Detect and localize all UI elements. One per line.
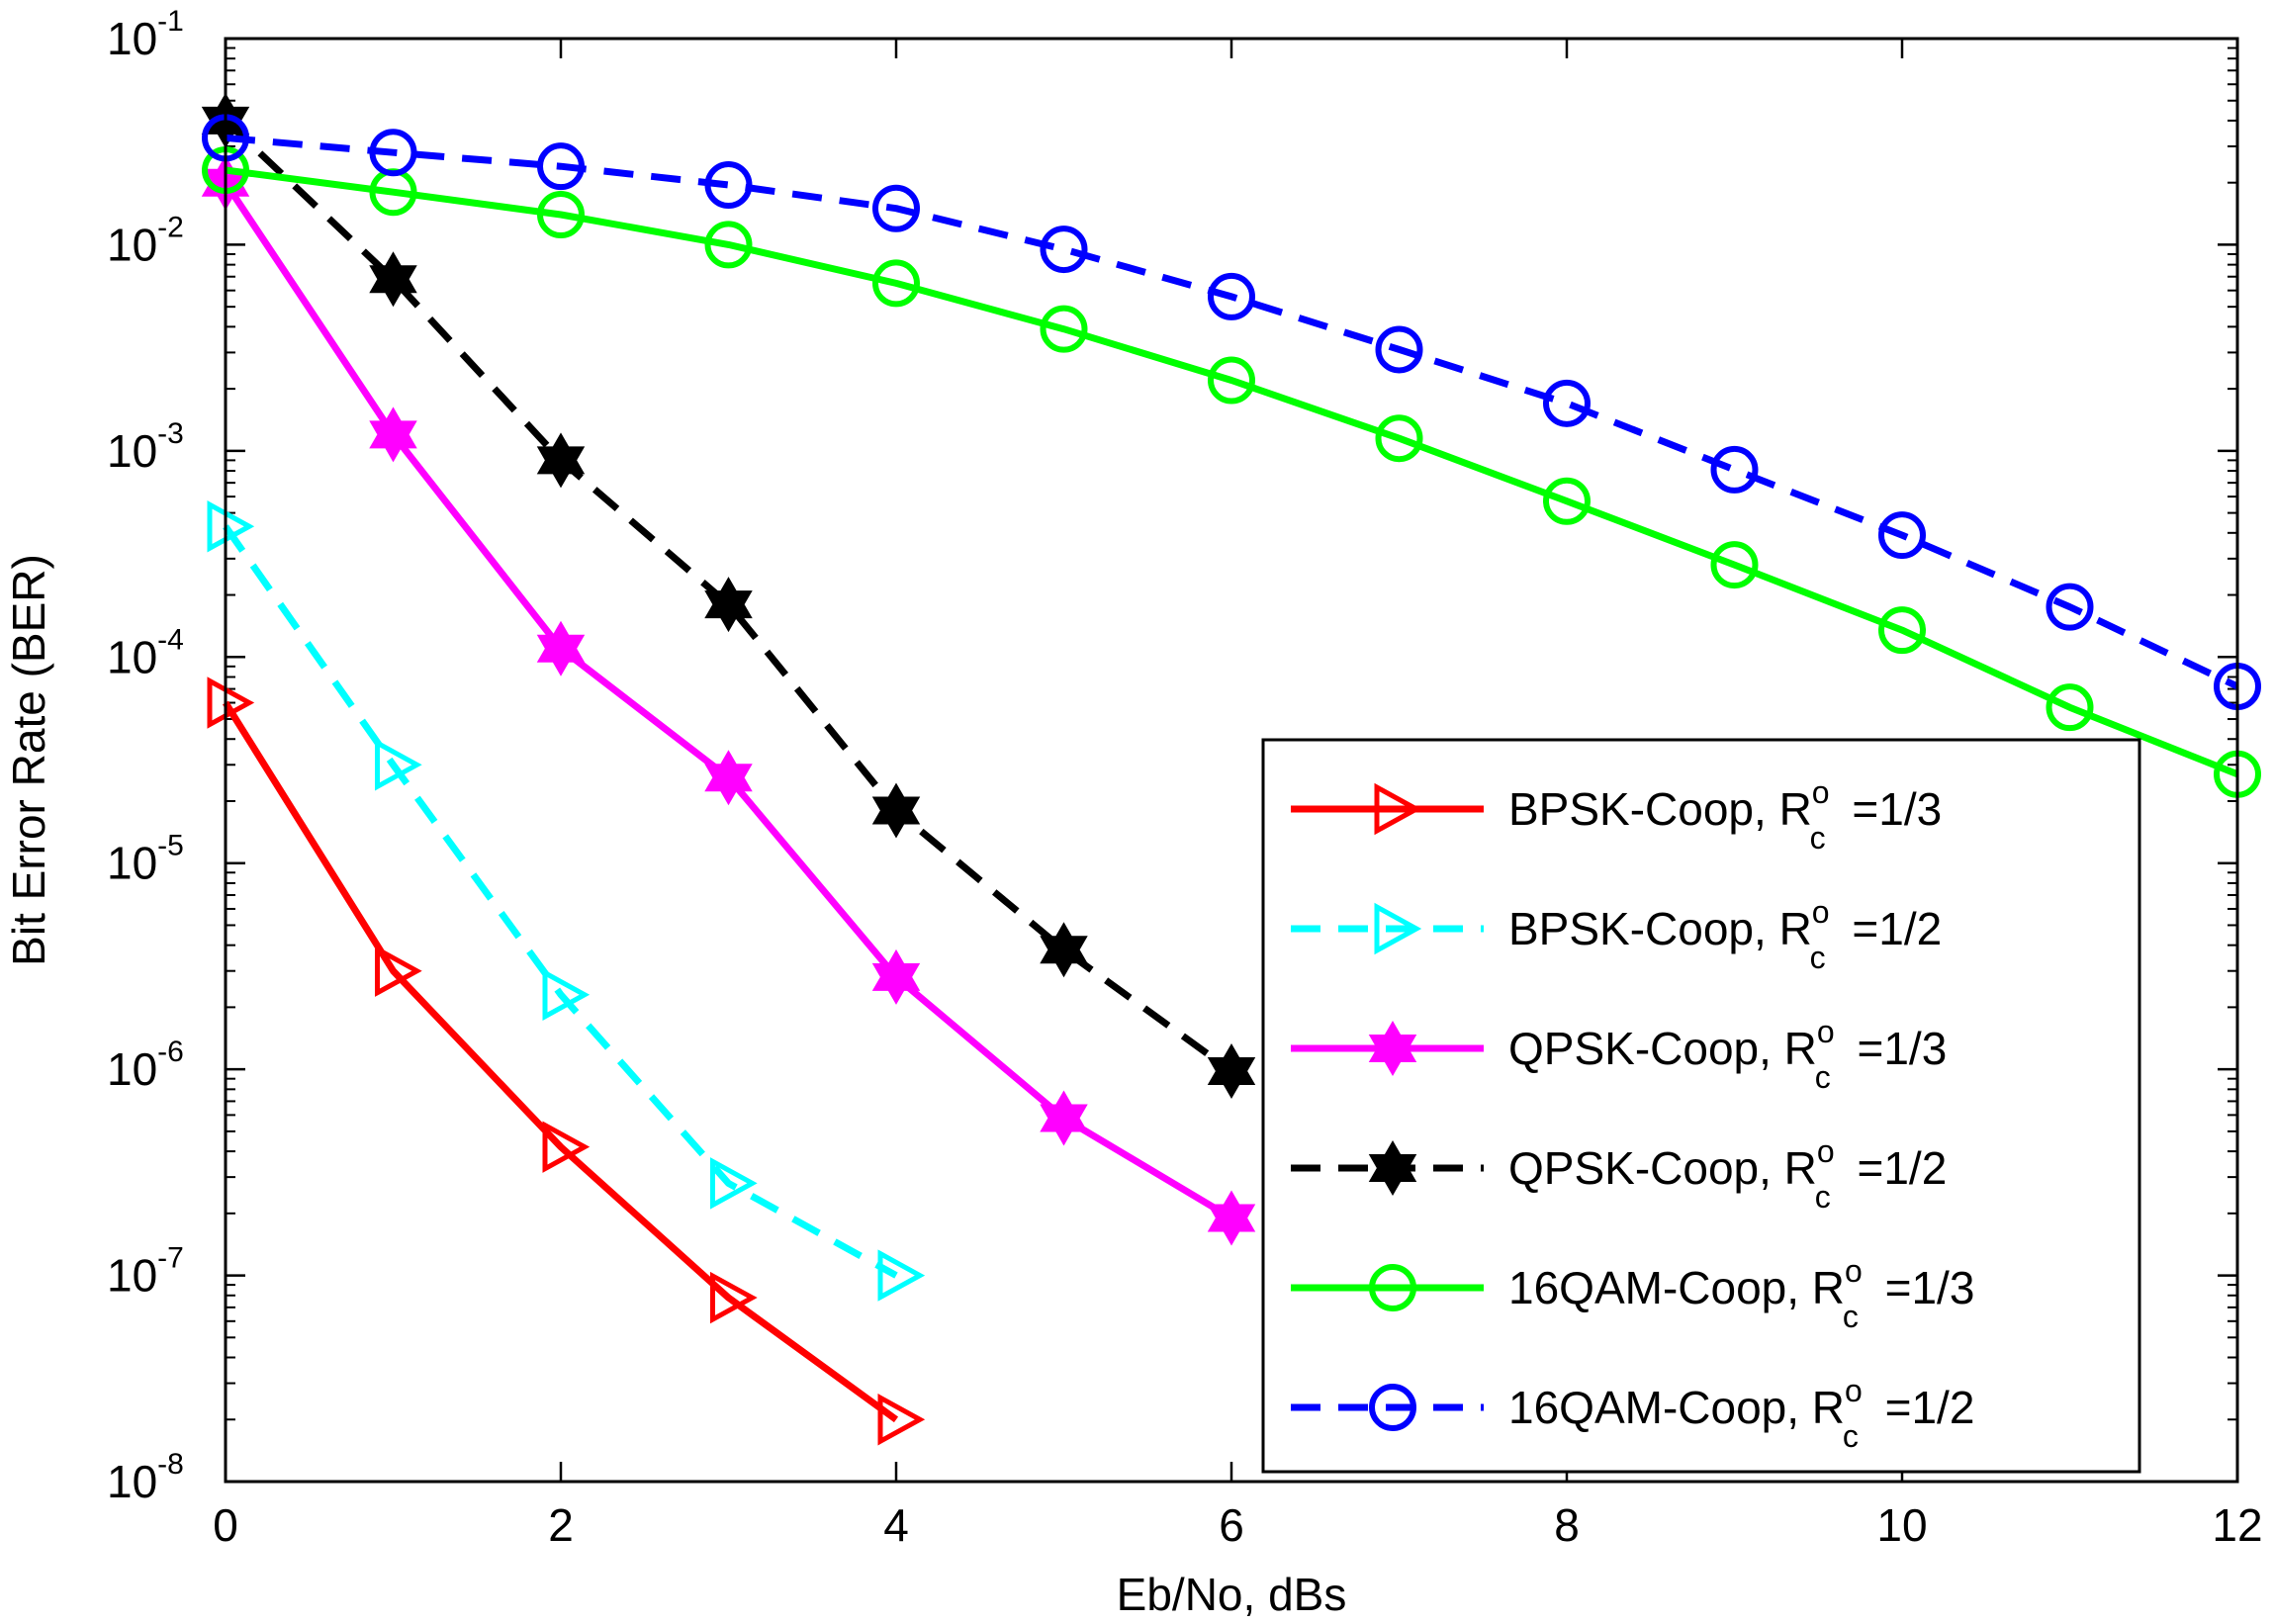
series-line	[225, 134, 2239, 690]
data-point-marker	[1368, 1020, 1417, 1077]
legend-label: QPSK-Coop, Ro c =1/3	[1508, 1014, 1947, 1095]
data-point-marker	[704, 750, 753, 806]
data-point-marker	[2046, 583, 2094, 631]
legend-entry: BPSK-Coop, Ro c =1/2	[1291, 894, 1942, 975]
data-point-marker	[1374, 782, 1422, 836]
data-point-marker	[375, 739, 422, 791]
legend-entry: BPSK-Coop, Ro c =1/3	[1291, 774, 1942, 856]
y-tick-label: 10-6	[107, 1036, 184, 1095]
data-point-marker	[1878, 606, 1926, 655]
data-point-marker	[877, 1394, 926, 1446]
series-line	[223, 524, 898, 1279]
series-bpsk-coop-1-2	[207, 500, 926, 1302]
x-tick-label: 2	[548, 1499, 574, 1551]
data-point-marker	[536, 432, 586, 489]
data-point-marker	[704, 221, 753, 269]
data-point-marker	[1369, 1264, 1416, 1311]
series-16qam-coop-1-2	[202, 114, 2261, 711]
data-point-marker	[1040, 1090, 1088, 1146]
y-tick-label: 10-5	[107, 830, 184, 889]
legend-label: QPSK-Coop, Ro c =1/2	[1508, 1133, 1947, 1215]
data-point-marker	[369, 406, 417, 463]
y-tick-label: 10-2	[107, 211, 184, 270]
legend-entry: 16QAM-Coop, Ro c =1/3	[1291, 1253, 1974, 1334]
series-line	[223, 700, 899, 1423]
data-point-marker	[1208, 272, 1255, 320]
y-tick-label: 10-1	[107, 5, 184, 64]
legend-label: 16QAM-Coop, Ro c =1/3	[1508, 1253, 1974, 1334]
series-qpsk-coop-1-3	[201, 154, 1256, 1246]
data-point-marker	[1374, 902, 1422, 955]
data-point-marker	[1878, 511, 1926, 560]
data-point-marker	[710, 1271, 758, 1324]
x-tick-label: 4	[883, 1499, 909, 1551]
data-point-marker	[537, 142, 585, 191]
y-tick-label: 10-8	[107, 1448, 184, 1507]
data-point-marker	[369, 251, 417, 308]
legend-entry: QPSK-Coop, Ro c =1/3	[1291, 1014, 1947, 1095]
data-point-marker	[1543, 379, 1591, 427]
series-bpsk-coop-1-3	[207, 677, 926, 1446]
data-point-marker	[704, 577, 753, 633]
data-point-marker	[537, 190, 585, 238]
data-point-marker	[2046, 683, 2094, 732]
data-point-marker	[710, 1157, 758, 1210]
data-point-marker	[877, 1249, 926, 1302]
data-point-marker	[1040, 922, 1088, 978]
legend-box	[1261, 738, 2141, 1474]
x-tick-label: 10	[1876, 1499, 1927, 1551]
data-point-marker	[207, 500, 255, 553]
plot-frame	[224, 37, 2239, 1484]
x-tick-label: 0	[213, 1499, 238, 1551]
legend-label: 16QAM-Coop, Ro c =1/2	[1508, 1373, 1974, 1454]
data-point-marker	[1368, 1139, 1417, 1197]
y-tick-label: 10-7	[107, 1242, 184, 1302]
data-point-marker	[542, 1121, 591, 1173]
data-point-marker	[872, 184, 920, 232]
data-point-marker	[871, 782, 921, 839]
legend-label: BPSK-Coop, Ro c =1/2	[1508, 894, 1942, 975]
legend: BPSK-Coop, Ro c =1/3 BPSK-Coop, Ro c =1/2 QP…	[1261, 738, 2141, 1474]
data-point-marker	[536, 620, 586, 677]
data-point-marker	[1375, 325, 1423, 374]
data-point-marker	[704, 160, 753, 209]
data-point-marker	[1040, 226, 1088, 274]
y-axis-title: Bit Error Rate (BER)	[3, 554, 54, 966]
data-point-marker	[1375, 414, 1423, 463]
x-tick-label: 8	[1554, 1499, 1580, 1551]
y-tick-label: 10-3	[107, 417, 184, 477]
data-point-marker	[375, 945, 422, 997]
data-point-marker	[871, 948, 921, 1005]
data-point-marker	[1710, 541, 1759, 589]
data-point-marker	[1543, 477, 1591, 525]
data-point-marker	[1710, 445, 1759, 494]
data-point-marker	[1369, 1384, 1416, 1431]
data-point-marker	[1207, 1042, 1256, 1100]
series-line	[225, 166, 2239, 778]
data-point-marker	[1208, 356, 1255, 405]
data-point-marker	[1040, 305, 1088, 353]
data-point-marker	[542, 968, 591, 1021]
x-tick-label: 6	[1219, 1499, 1244, 1551]
y-tick-label: 10-4	[107, 623, 184, 682]
axis-tick-labels: 0 2 4 6 8 10 12 10-1 10-2 10-3 10-4 10-5 10-6 10-7 10-…	[107, 5, 2263, 1551]
data-point-marker	[872, 259, 920, 308]
x-tick-label: 12	[2212, 1499, 2262, 1551]
data-point-marker	[369, 129, 417, 177]
data-point-marker	[1207, 1190, 1256, 1246]
x-axis-title: Eb/No, dBs	[1117, 1569, 1347, 1620]
data-point-marker	[207, 677, 255, 729]
legend-label: BPSK-Coop, Ro c =1/3	[1508, 774, 1942, 856]
legend-entry: 16QAM-Coop, Ro c =1/2	[1291, 1373, 1974, 1454]
legend-entry: QPSK-Coop, Ro c =1/2	[1291, 1133, 1947, 1215]
